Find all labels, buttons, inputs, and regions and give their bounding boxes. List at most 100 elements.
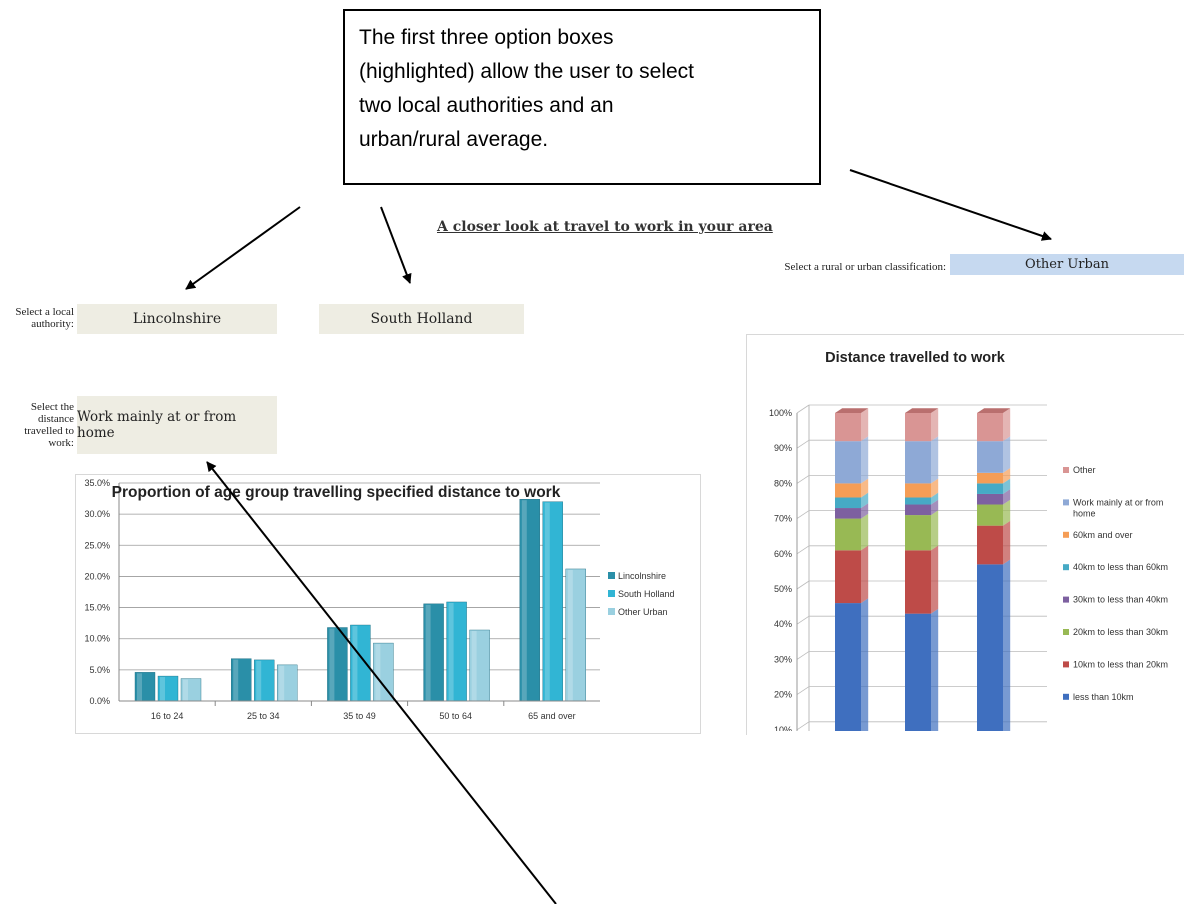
- legend-label: Other Urban: [618, 607, 668, 617]
- stack-segment-side: [861, 492, 869, 509]
- stack-segment: [905, 504, 931, 516]
- bar-highlight: [279, 665, 285, 701]
- stack-segment: [977, 493, 1003, 505]
- legend-swatch: [1063, 564, 1069, 571]
- legend-swatch: [1063, 499, 1069, 506]
- legend-swatch: [608, 608, 615, 615]
- stack-segment-side: [931, 478, 939, 498]
- legend-swatch: [1063, 661, 1069, 668]
- bar-highlight: [521, 500, 527, 701]
- stack-segment-side: [1003, 468, 1011, 484]
- gridline-side: [796, 439, 810, 449]
- stack-segment: [835, 497, 861, 509]
- stack-segment-side: [1003, 478, 1011, 494]
- stack-segment: [835, 413, 861, 442]
- x-tick-label: 50 to 64: [439, 711, 472, 721]
- x-tick-label: 65 and over: [528, 711, 576, 721]
- distance-select[interactable]: Work mainly at or from home: [77, 396, 277, 454]
- callout-line: urban/rural average.: [359, 128, 549, 151]
- stack-segment-side: [1003, 489, 1011, 505]
- stack-segment-side: [861, 513, 869, 551]
- stack-segment: [905, 483, 931, 498]
- x-tick-label: 16 to 24: [151, 711, 184, 721]
- rural-urban-label: Select a rural or urban classification:: [784, 261, 946, 273]
- stack-segment-side: [1003, 499, 1011, 526]
- stack-segment: [835, 483, 861, 498]
- bar-highlight: [425, 604, 431, 701]
- bar-highlight: [160, 677, 165, 701]
- stack-segment-side: [861, 436, 869, 484]
- stack-top: [905, 408, 939, 413]
- stack-segment-side: [931, 436, 939, 484]
- stack-segment: [835, 508, 861, 519]
- y-tick-label: 0.0%: [89, 696, 110, 706]
- stack-segment-side: [931, 545, 939, 614]
- bar-highlight: [352, 626, 358, 701]
- age-group-chart-svg: 0.0% 5.0% 10.0% 15.0% 20.0% 25.0% 30.0% 35.0% 16…: [84, 478, 674, 721]
- y-tick-label: 50%: [774, 584, 792, 594]
- legend-swatch: [1063, 693, 1069, 700]
- stack-segment: [977, 504, 1003, 526]
- stack-segment: [835, 518, 861, 551]
- y-tick-label: 10.0%: [84, 634, 110, 644]
- bar-highlight: [471, 630, 477, 701]
- stack-segment: [977, 413, 1003, 442]
- stack-segment: [977, 564, 1003, 765]
- local-authority-1-select[interactable]: Lincolnshire: [77, 304, 277, 334]
- stack-segment-side: [1003, 408, 1011, 442]
- legend-swatch: [608, 572, 615, 579]
- callout-line: two local authorities and an: [359, 94, 614, 117]
- distance-chart: Distance travelled to work 10% 20% 30% 40% 5…: [746, 334, 1184, 765]
- bar-highlight: [375, 644, 381, 701]
- page-title: A closer look at travel to work in your …: [437, 219, 773, 235]
- stack-segment: [905, 497, 931, 505]
- stack-segment-side: [861, 598, 869, 765]
- bar-highlight: [544, 502, 550, 701]
- stack-top: [835, 408, 869, 413]
- gridline-side: [796, 404, 810, 414]
- local-authority-2-select[interactable]: South Holland: [319, 304, 524, 334]
- gridline-side: [796, 651, 810, 660]
- gridline-side: [796, 686, 810, 695]
- stack-segment: [977, 441, 1003, 473]
- legend-swatch: [608, 590, 615, 597]
- stack-segment: [977, 483, 1003, 494]
- bar-highlight: [233, 659, 239, 701]
- chart-title: Distance travelled to work: [825, 350, 1006, 366]
- stack-segment-side: [931, 510, 939, 551]
- y-tick-label: 25.0%: [84, 540, 110, 550]
- stack-segment: [835, 441, 861, 484]
- legend-label: Other: [1073, 465, 1096, 475]
- stack-segment-side: [931, 408, 939, 442]
- y-tick-label: 30%: [774, 654, 792, 664]
- stack-segment: [835, 603, 861, 765]
- stack-segment-side: [861, 408, 869, 442]
- gridline-side: [796, 721, 810, 731]
- stack-segment: [905, 550, 931, 614]
- callout-line: (highlighted) allow the user to select: [359, 60, 695, 83]
- rural-urban-select[interactable]: Other Urban: [950, 254, 1184, 275]
- stack-segment-side: [861, 503, 869, 519]
- legend-label-cont: home: [1073, 508, 1096, 518]
- stack-top: [977, 408, 1011, 413]
- legend-label: 30km to less than 40km: [1073, 595, 1168, 605]
- gridline-side: [796, 510, 810, 519]
- y-tick-label: 80%: [774, 478, 792, 488]
- stack-segment: [977, 525, 1003, 565]
- stack-segment-side: [1003, 436, 1011, 473]
- gridline-side: [796, 545, 810, 555]
- y-tick-label: 40%: [774, 619, 792, 629]
- y-tick-label: 10%: [774, 725, 792, 731]
- x-tick-label: 25 to 34: [247, 711, 280, 721]
- bar-highlight: [567, 569, 573, 701]
- legend-label: Lincolnshire: [618, 571, 666, 581]
- y-tick-label: 20.0%: [84, 571, 110, 581]
- callout-box: The first three option boxes (highlighte…: [343, 9, 821, 185]
- y-tick-label: 60%: [774, 549, 792, 559]
- local-authority-label: Select a local authority:: [15, 306, 74, 330]
- callout-line: The first three option boxes: [359, 26, 614, 49]
- stack-segment: [835, 550, 861, 604]
- stack-segment: [905, 413, 931, 442]
- distance-label: Select the distance travelled to work:: [24, 401, 74, 449]
- y-tick-label: 15.0%: [84, 603, 110, 613]
